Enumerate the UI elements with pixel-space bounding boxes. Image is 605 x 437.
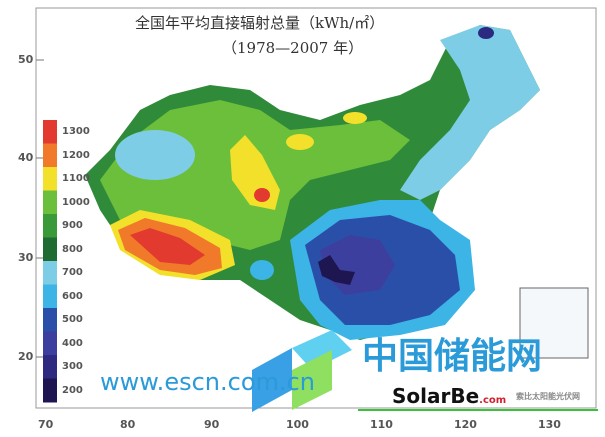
region-1300-qaidam — [254, 188, 270, 202]
region-200-ne — [478, 27, 494, 39]
legend-swatch — [43, 355, 57, 379]
x-tick: 110 — [370, 418, 393, 431]
region-1100-hexi — [286, 134, 314, 150]
map-subtitle: （1978—2007 年） — [222, 39, 364, 57]
watermark-divider — [358, 409, 598, 411]
y-tick: 50 — [18, 53, 34, 66]
x-tick: 120 — [454, 418, 477, 431]
legend-swatch — [43, 143, 57, 168]
brand-suffix: .com — [479, 395, 507, 406]
legend-label: 1000 — [62, 196, 90, 208]
legend-colorbar — [43, 120, 57, 403]
axis-ticks — [36, 59, 44, 358]
legend-swatch — [43, 237, 57, 262]
region-600-sichuan — [250, 260, 274, 280]
watermark-cn: 中国储能网 — [362, 336, 543, 377]
region-700 — [400, 25, 540, 200]
y-tick: 40 — [18, 151, 34, 164]
y-tick: 30 — [18, 251, 34, 264]
map-frame — [35, 7, 597, 409]
legend-label: 600 — [62, 290, 83, 302]
legend-label: 500 — [62, 314, 83, 325]
x-tick: 80 — [120, 418, 136, 431]
x-tick: 70 — [38, 418, 54, 431]
legend-label: 800 — [62, 243, 83, 255]
legend-label: 400 — [62, 337, 83, 349]
legend-label: 1300 — [62, 126, 90, 137]
watermark-url: www.escn.com.cn — [100, 368, 315, 396]
escn-logo — [252, 330, 352, 412]
region-1300-tibet — [130, 228, 205, 265]
legend-swatch — [43, 308, 57, 332]
legend-label: 300 — [62, 361, 83, 372]
x-tick: 130 — [538, 418, 561, 431]
legend-swatch — [43, 284, 57, 309]
region-200 — [318, 255, 355, 285]
map-title: 全国年平均直接辐射总量（kWh/㎡） — [135, 14, 385, 32]
legend-swatch — [43, 167, 57, 191]
brand-name: SolarBe — [392, 384, 480, 408]
y-tick: 20 — [18, 350, 34, 363]
legend-swatch — [43, 214, 57, 238]
south-china-sea-inset — [519, 287, 589, 359]
legend-swatch — [43, 190, 57, 215]
region-1100-nm — [343, 112, 367, 124]
region-700-tarim — [115, 130, 195, 180]
legend-label: 1200 — [62, 149, 90, 161]
watermark-brand: SolarBe.com — [392, 384, 506, 413]
x-tick: 90 — [204, 418, 220, 431]
legend-swatch — [43, 261, 57, 285]
legend-swatch — [43, 331, 57, 356]
x-tick: 100 — [286, 418, 309, 431]
legend-label: 200 — [62, 384, 83, 396]
legend-swatch — [43, 378, 57, 403]
legend-label: 900 — [62, 220, 83, 231]
legend-label: 700 — [62, 267, 83, 278]
legend-swatch — [43, 120, 57, 144]
watermark-brand-sub: 索比太阳能光伏网 — [516, 392, 580, 401]
legend-label: 1100 — [62, 173, 90, 184]
